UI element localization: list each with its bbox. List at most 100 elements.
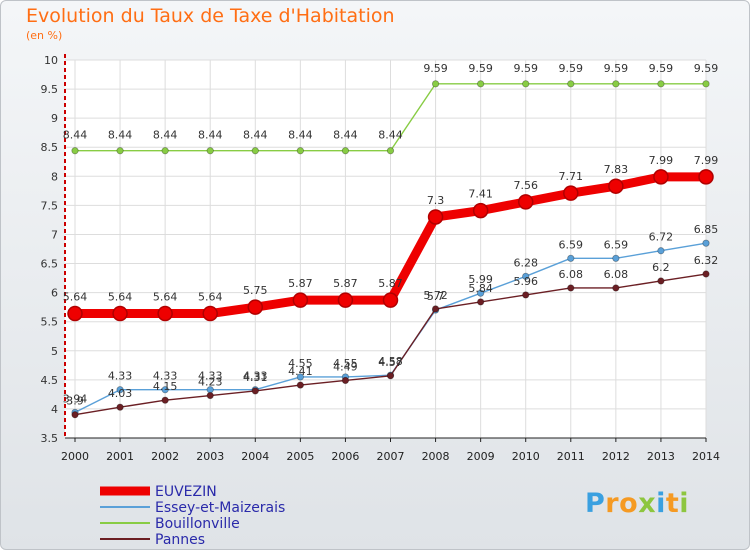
data-label: 9.59 — [559, 62, 584, 75]
data-point — [386, 147, 395, 155]
x-tick-label: 2001 — [106, 450, 134, 463]
data-label: 5.64 — [153, 291, 178, 304]
data-point — [251, 147, 259, 155]
data-point — [567, 254, 575, 262]
x-tick-label: 2011 — [557, 450, 585, 463]
data-label: 4.58 — [378, 355, 403, 368]
labels-bouillonville: 8.44 8.44 8.44 8.44 8.44 8.44 8.44 8.44 9.59 9.59… — [63, 62, 719, 142]
data-label: 7.99 — [649, 154, 674, 167]
data-point — [477, 80, 485, 88]
data-point — [657, 247, 665, 255]
data-label: 6.2 — [652, 261, 670, 274]
data-label: 5.64 — [63, 291, 88, 304]
data-label: 6.59 — [559, 238, 584, 251]
data-point — [292, 292, 309, 308]
data-point — [612, 254, 620, 262]
data-label: 8.44 — [63, 129, 88, 142]
data-label: 6.08 — [559, 268, 584, 281]
x-tick-label: 2009 — [467, 450, 495, 463]
chart-subtitle: (en %) — [26, 29, 63, 42]
data-label: 5.64 — [198, 291, 223, 304]
data-point — [296, 147, 304, 155]
series-bouillonville — [71, 80, 710, 155]
data-point — [251, 387, 259, 395]
data-label: 5.7 — [427, 290, 445, 303]
legend-entry: EUVEZIN — [100, 484, 217, 500]
data-point — [657, 80, 665, 88]
data-label: 5.64 — [108, 291, 133, 304]
logo-letter: o — [619, 488, 639, 519]
data-label: 3.9 — [66, 395, 84, 408]
legend-label: Pannes — [155, 532, 205, 548]
labels-euvezin: 5.64 5.64 5.64 5.64 5.75 5.87 5.87 5.87 7.3 7.41 7… — [63, 154, 719, 304]
data-point — [612, 80, 620, 88]
data-point — [112, 305, 128, 322]
data-point — [702, 80, 710, 88]
data-label: 7.41 — [468, 188, 493, 201]
x-tick-label: 2004 — [241, 450, 269, 463]
data-point — [477, 289, 485, 297]
data-label: 5.87 — [333, 277, 358, 290]
y-tick-label: 4 — [51, 403, 58, 416]
proxiti-logo: Proxiti — [585, 488, 689, 519]
data-point — [116, 147, 124, 155]
data-point — [296, 373, 304, 381]
legend-entry: Essey-et-Maizerais — [100, 500, 285, 516]
logo-letter: i — [656, 488, 666, 519]
legend-entry: Pannes — [100, 532, 205, 548]
data-point — [67, 305, 83, 322]
data-label: 3.94 — [63, 392, 88, 405]
data-label: 8.44 — [153, 129, 178, 142]
x-tick-label: 2006 — [331, 450, 359, 463]
data-label: 6.59 — [604, 238, 629, 251]
data-label: 4.03 — [108, 387, 133, 400]
data-label: 7.83 — [604, 163, 629, 176]
data-point — [202, 305, 218, 322]
data-label: 6.32 — [694, 254, 719, 267]
data-label: 5.75 — [243, 284, 268, 297]
data-point — [161, 396, 169, 404]
y-tick-label: 8.5 — [41, 141, 59, 154]
data-label: 5.87 — [378, 277, 403, 290]
y-tick-label: 10 — [44, 54, 58, 67]
data-point — [427, 209, 444, 225]
data-label: 8.44 — [378, 129, 403, 142]
x-tick-label: 2005 — [286, 450, 314, 463]
data-point — [337, 292, 354, 308]
data-point — [698, 169, 714, 185]
data-point — [431, 305, 440, 313]
data-point — [522, 80, 530, 88]
data-label: 6.28 — [513, 256, 538, 269]
data-point — [517, 194, 534, 210]
data-point — [657, 277, 665, 285]
x-tick-label: 2007 — [377, 450, 405, 463]
data-label: 9.59 — [513, 62, 538, 75]
series-euvezin — [67, 169, 714, 322]
data-point — [161, 147, 169, 155]
data-point — [567, 284, 575, 292]
data-label: 8.44 — [243, 129, 268, 142]
x-tick-label: 2003 — [196, 450, 224, 463]
labels-pannes: 3.94.034.15 4.23 4.31 4.41 4.49 4.575.725.845… — [66, 254, 718, 408]
y-tick-label: 9 — [51, 112, 58, 125]
data-label: 8.44 — [198, 129, 223, 142]
data-point — [247, 299, 264, 315]
data-point — [341, 376, 350, 385]
data-label: 4.55 — [333, 357, 358, 370]
legend-entry: Bouillonville — [100, 516, 240, 532]
legend-label: Bouillonville — [155, 516, 240, 532]
data-point — [386, 372, 395, 380]
data-point — [472, 202, 489, 219]
data-point — [522, 291, 530, 299]
x-tick-label: 2012 — [602, 450, 630, 463]
data-point — [477, 298, 485, 306]
data-label: 7.71 — [559, 170, 584, 183]
y-tick-label: 7 — [51, 228, 58, 241]
logo-letter: t — [665, 488, 680, 519]
data-label: 9.59 — [604, 62, 629, 75]
data-point — [71, 411, 79, 419]
data-label: 4.23 — [198, 376, 223, 389]
data-label: 4.33 — [198, 370, 223, 383]
